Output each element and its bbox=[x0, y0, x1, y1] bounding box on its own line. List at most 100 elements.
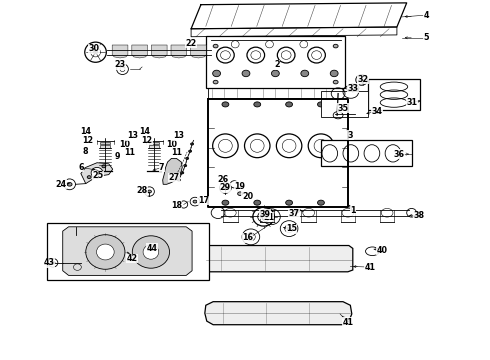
Text: 20: 20 bbox=[242, 192, 253, 201]
Ellipse shape bbox=[347, 84, 359, 93]
Ellipse shape bbox=[177, 179, 180, 181]
Ellipse shape bbox=[318, 200, 324, 205]
Bar bbox=[47, 223, 209, 280]
Ellipse shape bbox=[222, 200, 229, 205]
Text: 18: 18 bbox=[171, 201, 182, 210]
Ellipse shape bbox=[145, 187, 154, 196]
Text: 42: 42 bbox=[127, 254, 138, 263]
Text: 28: 28 bbox=[137, 186, 147, 195]
Ellipse shape bbox=[132, 236, 170, 268]
Text: 38: 38 bbox=[414, 211, 424, 220]
Ellipse shape bbox=[94, 51, 98, 54]
Ellipse shape bbox=[51, 261, 55, 264]
Ellipse shape bbox=[102, 165, 106, 168]
Ellipse shape bbox=[333, 44, 338, 48]
Text: 26: 26 bbox=[218, 175, 228, 184]
Ellipse shape bbox=[261, 215, 266, 219]
Text: 29: 29 bbox=[220, 184, 231, 192]
Polygon shape bbox=[151, 45, 167, 58]
Ellipse shape bbox=[230, 181, 238, 188]
Polygon shape bbox=[205, 246, 353, 272]
Ellipse shape bbox=[211, 207, 225, 219]
Ellipse shape bbox=[97, 244, 114, 260]
Text: 25: 25 bbox=[93, 171, 103, 180]
Ellipse shape bbox=[67, 183, 72, 186]
Ellipse shape bbox=[190, 197, 200, 206]
Polygon shape bbox=[63, 227, 192, 275]
Text: 35: 35 bbox=[338, 104, 348, 112]
Ellipse shape bbox=[91, 167, 103, 178]
Text: 31: 31 bbox=[406, 98, 417, 107]
Text: 23: 23 bbox=[115, 60, 125, 69]
Text: 24: 24 bbox=[56, 180, 67, 189]
Polygon shape bbox=[163, 158, 182, 184]
Text: 22: 22 bbox=[186, 39, 196, 48]
Ellipse shape bbox=[186, 157, 189, 159]
Text: 4: 4 bbox=[423, 10, 429, 19]
Ellipse shape bbox=[189, 150, 192, 152]
Ellipse shape bbox=[64, 179, 75, 190]
Text: 10: 10 bbox=[120, 140, 130, 149]
Polygon shape bbox=[191, 45, 206, 58]
Polygon shape bbox=[205, 302, 352, 325]
Ellipse shape bbox=[222, 102, 229, 107]
Text: 1: 1 bbox=[350, 206, 356, 215]
Text: 40: 40 bbox=[377, 246, 388, 255]
Text: 3: 3 bbox=[347, 130, 353, 139]
Bar bbox=[149, 145, 159, 148]
Text: 15: 15 bbox=[286, 224, 297, 233]
Ellipse shape bbox=[213, 80, 218, 84]
Text: 41: 41 bbox=[343, 318, 353, 327]
Text: 10: 10 bbox=[166, 140, 177, 149]
Ellipse shape bbox=[238, 192, 243, 195]
Ellipse shape bbox=[286, 200, 293, 205]
Text: 17: 17 bbox=[198, 196, 209, 205]
Ellipse shape bbox=[381, 208, 393, 217]
Text: 19: 19 bbox=[235, 181, 245, 191]
Text: 11: 11 bbox=[171, 148, 182, 157]
Ellipse shape bbox=[143, 245, 159, 259]
Ellipse shape bbox=[181, 172, 184, 174]
Bar bbox=[208, 88, 343, 98]
Ellipse shape bbox=[242, 70, 250, 77]
Ellipse shape bbox=[287, 227, 291, 230]
Text: 44: 44 bbox=[147, 244, 157, 253]
Ellipse shape bbox=[330, 70, 338, 77]
Text: 12: 12 bbox=[142, 136, 152, 145]
Text: 41: 41 bbox=[365, 263, 375, 271]
Ellipse shape bbox=[286, 102, 293, 107]
Ellipse shape bbox=[271, 70, 279, 77]
Bar bbox=[321, 91, 368, 117]
Ellipse shape bbox=[193, 200, 197, 203]
Text: 12: 12 bbox=[83, 136, 94, 145]
Text: 39: 39 bbox=[259, 210, 270, 219]
Bar bbox=[149, 142, 159, 144]
Ellipse shape bbox=[213, 44, 218, 48]
Text: 16: 16 bbox=[242, 233, 253, 242]
Polygon shape bbox=[81, 163, 113, 184]
Ellipse shape bbox=[254, 200, 261, 205]
Ellipse shape bbox=[303, 208, 315, 217]
Bar bbox=[206, 36, 345, 88]
Ellipse shape bbox=[147, 190, 151, 193]
Ellipse shape bbox=[318, 102, 324, 107]
Ellipse shape bbox=[220, 183, 231, 193]
Text: 7: 7 bbox=[159, 163, 165, 172]
Ellipse shape bbox=[254, 102, 261, 107]
Text: 13: 13 bbox=[173, 131, 184, 140]
Text: 5: 5 bbox=[423, 33, 429, 42]
Ellipse shape bbox=[86, 235, 125, 269]
Ellipse shape bbox=[342, 208, 354, 217]
Text: 27: 27 bbox=[169, 173, 179, 182]
Bar bbox=[321, 140, 412, 166]
Ellipse shape bbox=[213, 70, 220, 77]
Ellipse shape bbox=[184, 165, 187, 167]
Ellipse shape bbox=[356, 75, 368, 85]
Text: 14: 14 bbox=[139, 127, 150, 136]
Ellipse shape bbox=[224, 208, 236, 217]
Text: 32: 32 bbox=[357, 75, 368, 84]
Ellipse shape bbox=[407, 208, 416, 217]
Text: 30: 30 bbox=[89, 44, 99, 53]
Ellipse shape bbox=[223, 186, 228, 190]
Ellipse shape bbox=[301, 70, 309, 77]
